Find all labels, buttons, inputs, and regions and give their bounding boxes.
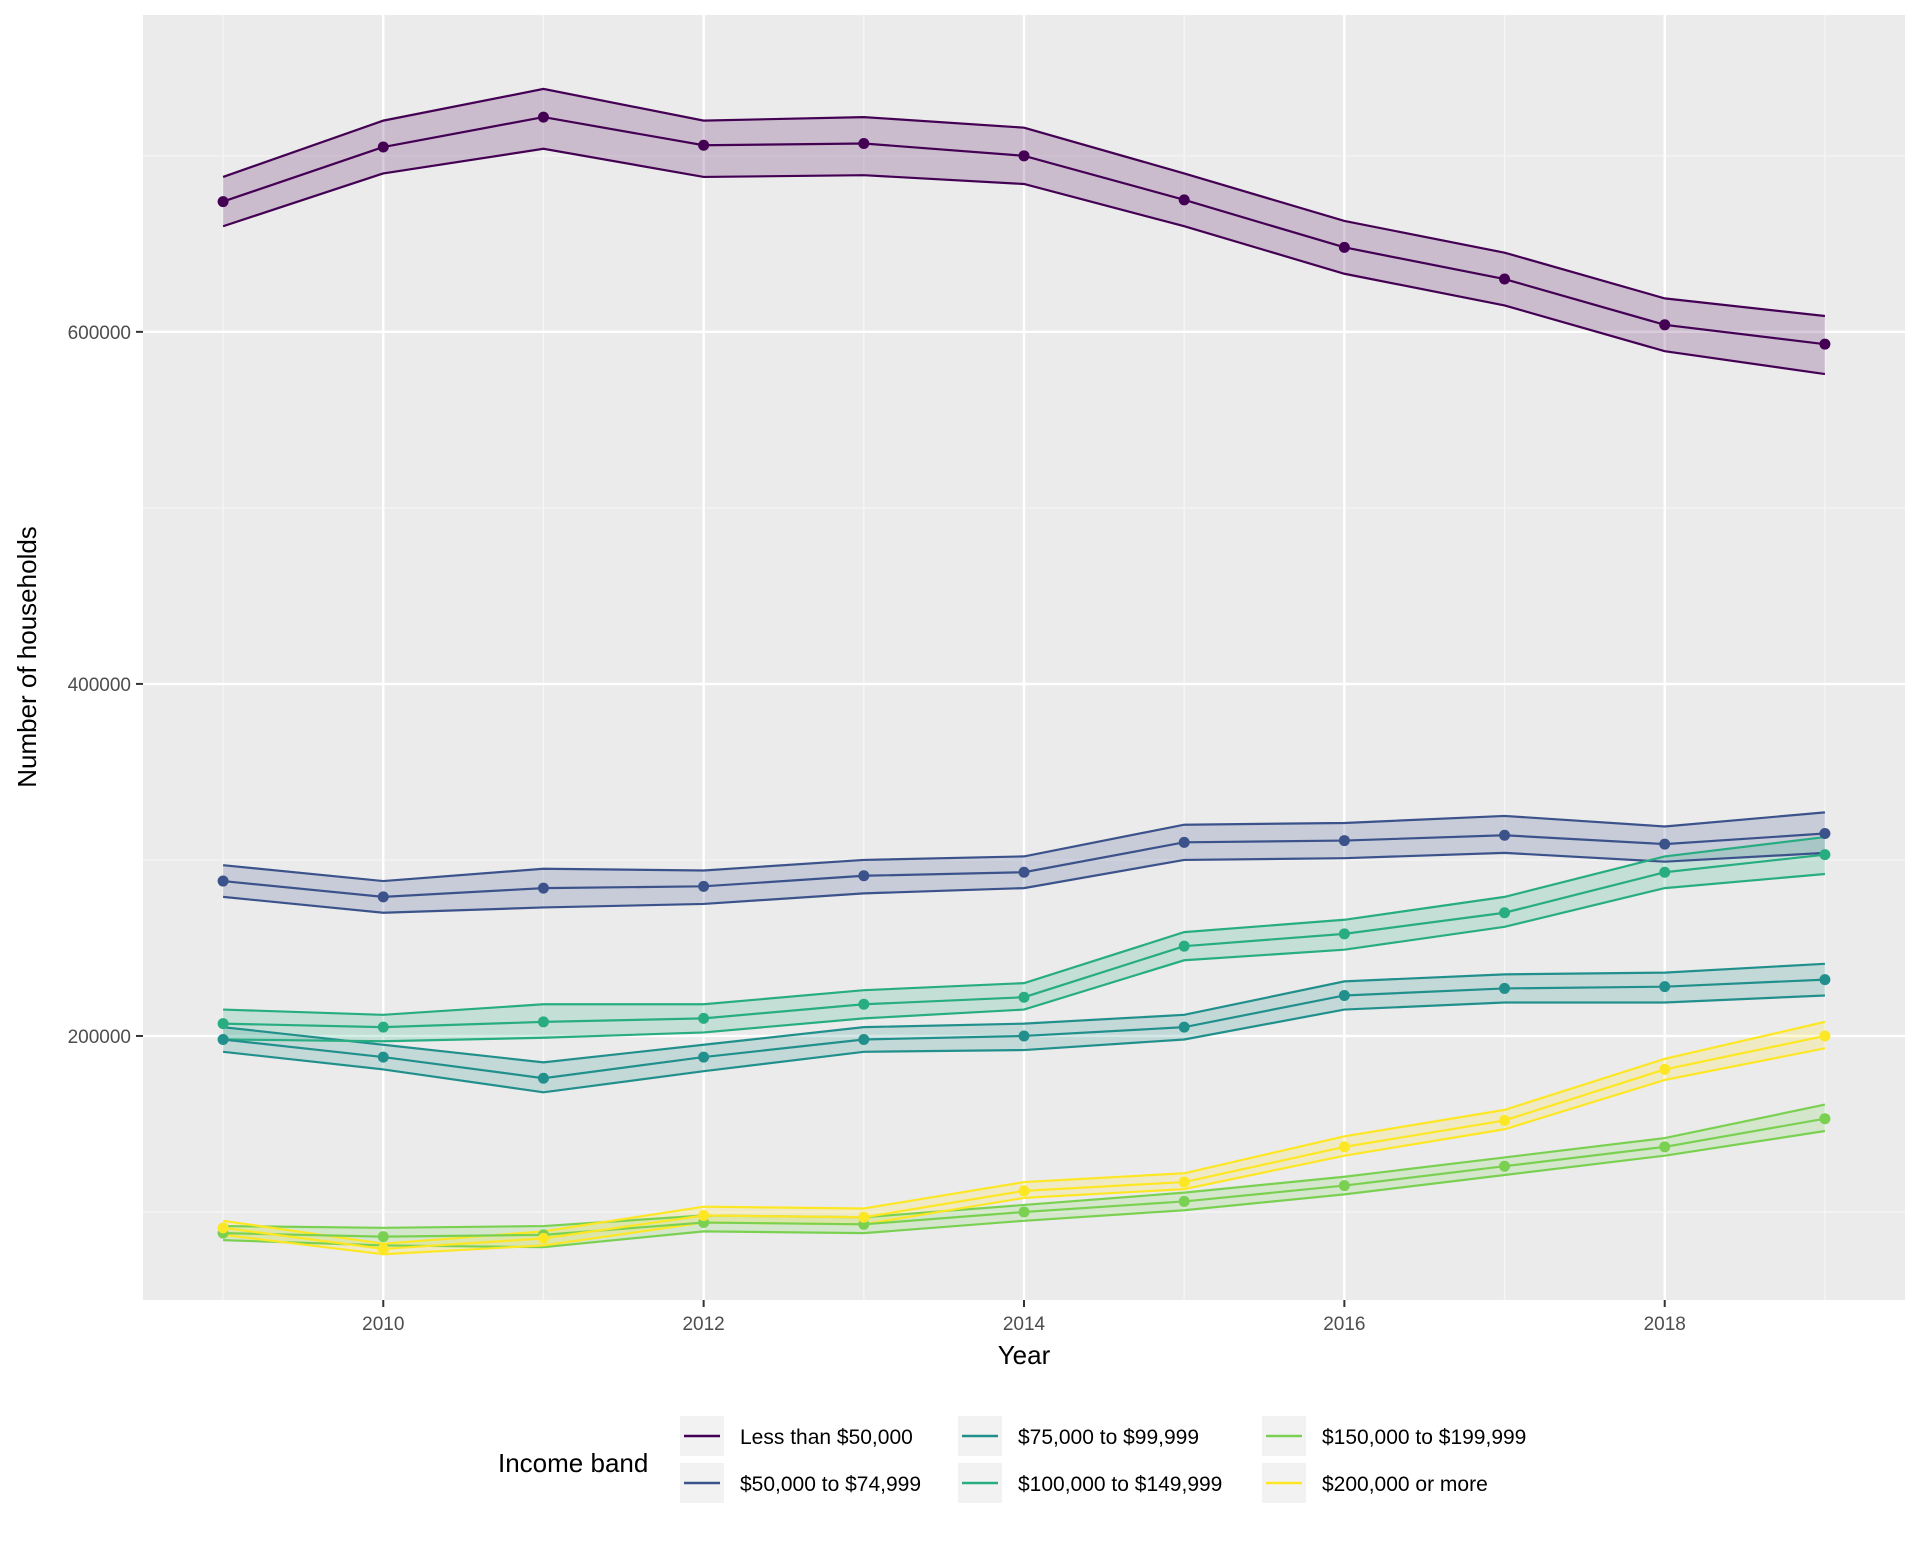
data-point (698, 1051, 710, 1063)
data-point (377, 141, 389, 153)
y-axis-title: Number of households (12, 526, 42, 788)
data-point (1178, 836, 1190, 848)
data-point (858, 1033, 870, 1045)
data-point (377, 1231, 389, 1243)
data-point (1499, 829, 1511, 841)
data-point (698, 1012, 710, 1024)
data-point (1499, 1114, 1511, 1126)
y-tick-label: 200000 (68, 1027, 131, 1048)
data-point (858, 870, 870, 882)
data-point (1338, 928, 1350, 940)
legend: Income band Less than $50,000 $50,000 to … (498, 1416, 1526, 1503)
upper-bound-line (222, 87, 1826, 318)
data-point (1819, 1113, 1831, 1125)
y-tick-label: 400000 (68, 675, 131, 696)
data-point (537, 111, 549, 123)
data-point (1018, 1206, 1030, 1218)
data-point (1018, 991, 1030, 1003)
data-point (1338, 989, 1350, 1001)
data-point (1659, 1063, 1671, 1075)
data-point (537, 1232, 549, 1244)
x-tick-label: 2014 (1003, 1314, 1046, 1335)
x-axis: 2010 2012 2014 2016 2018 (362, 1300, 1686, 1335)
data-point (1499, 982, 1511, 994)
confidence-ribbon (223, 963, 1825, 1093)
data-point (1819, 828, 1831, 840)
data-point (1659, 1141, 1671, 1153)
upper-bound-line (223, 1103, 1826, 1229)
data-point (1659, 319, 1671, 331)
data-point (377, 1243, 389, 1255)
data-point (1338, 241, 1350, 253)
data-point (377, 1051, 389, 1063)
data-point (1178, 1021, 1190, 1033)
data-point (1178, 1195, 1190, 1207)
data-point (1018, 1030, 1030, 1042)
data-point (1659, 981, 1671, 993)
data-point (1819, 1030, 1831, 1042)
data-points (217, 111, 1831, 1255)
lower-bound-line (222, 1047, 1826, 1256)
lower-bound-line (222, 851, 1825, 914)
data-point (377, 1021, 389, 1033)
data-point (1178, 194, 1190, 206)
upper-bound-line (222, 962, 1825, 1064)
y-tick-label: 600000 (68, 323, 131, 344)
x-tick-label: 2016 (1323, 1314, 1365, 1335)
x-tick-label: 2012 (682, 1314, 724, 1335)
data-point (1819, 338, 1831, 350)
x-tick-label: 2018 (1644, 1314, 1686, 1335)
x-axis-title: Year (998, 1340, 1051, 1370)
data-point (217, 196, 229, 208)
data-point (698, 1210, 710, 1222)
upper-bound-line (223, 835, 1826, 1016)
confidence-ribbon (223, 88, 1825, 375)
y-axis: 200000 400000 600000 (68, 323, 143, 1048)
confidence-bound-lines (222, 87, 1826, 1256)
upper-bound-line (222, 811, 1826, 883)
data-point (1819, 974, 1831, 986)
legend-item-label: $50,000 to $74,999 (740, 1473, 921, 1496)
data-point (1819, 849, 1831, 861)
data-point (537, 1072, 549, 1084)
data-point (858, 1211, 870, 1223)
x-tick-label: 2010 (362, 1314, 404, 1335)
data-point (217, 1018, 229, 1030)
data-point (1018, 150, 1030, 162)
data-point (1018, 866, 1030, 878)
data-point (1659, 866, 1671, 878)
lower-bound-line (222, 994, 1825, 1094)
data-point (1338, 1180, 1350, 1192)
data-point (537, 1016, 549, 1028)
data-point (858, 998, 870, 1010)
data-point (1178, 940, 1190, 952)
data-point (698, 139, 710, 151)
data-point (1338, 835, 1350, 847)
data-point (537, 882, 549, 894)
data-point (377, 891, 389, 903)
legend-item-label: Less than $50,000 (740, 1426, 913, 1449)
data-point (217, 1033, 229, 1045)
data-point (1659, 838, 1671, 850)
data-point (1338, 1141, 1350, 1153)
data-point (1018, 1185, 1030, 1197)
data-point (1178, 1176, 1190, 1188)
data-point (1499, 907, 1511, 919)
data-point (217, 1222, 229, 1234)
data-point (1499, 1160, 1511, 1172)
data-point (698, 880, 710, 892)
data-point (217, 875, 229, 887)
legend-item-label: $100,000 to $149,999 (1018, 1473, 1222, 1496)
legend-title: Income band (498, 1448, 648, 1478)
legend-item-label: $150,000 to $199,999 (1322, 1426, 1526, 1449)
legend-item-label: $75,000 to $99,999 (1018, 1426, 1199, 1449)
data-point (858, 138, 870, 149)
lower-bound-line (223, 1129, 1826, 1249)
lower-bound-line (223, 872, 1826, 1043)
legend-item-label: $200,000 or more (1322, 1473, 1488, 1496)
data-point (1499, 273, 1511, 285)
lower-bound-line (222, 147, 1826, 376)
